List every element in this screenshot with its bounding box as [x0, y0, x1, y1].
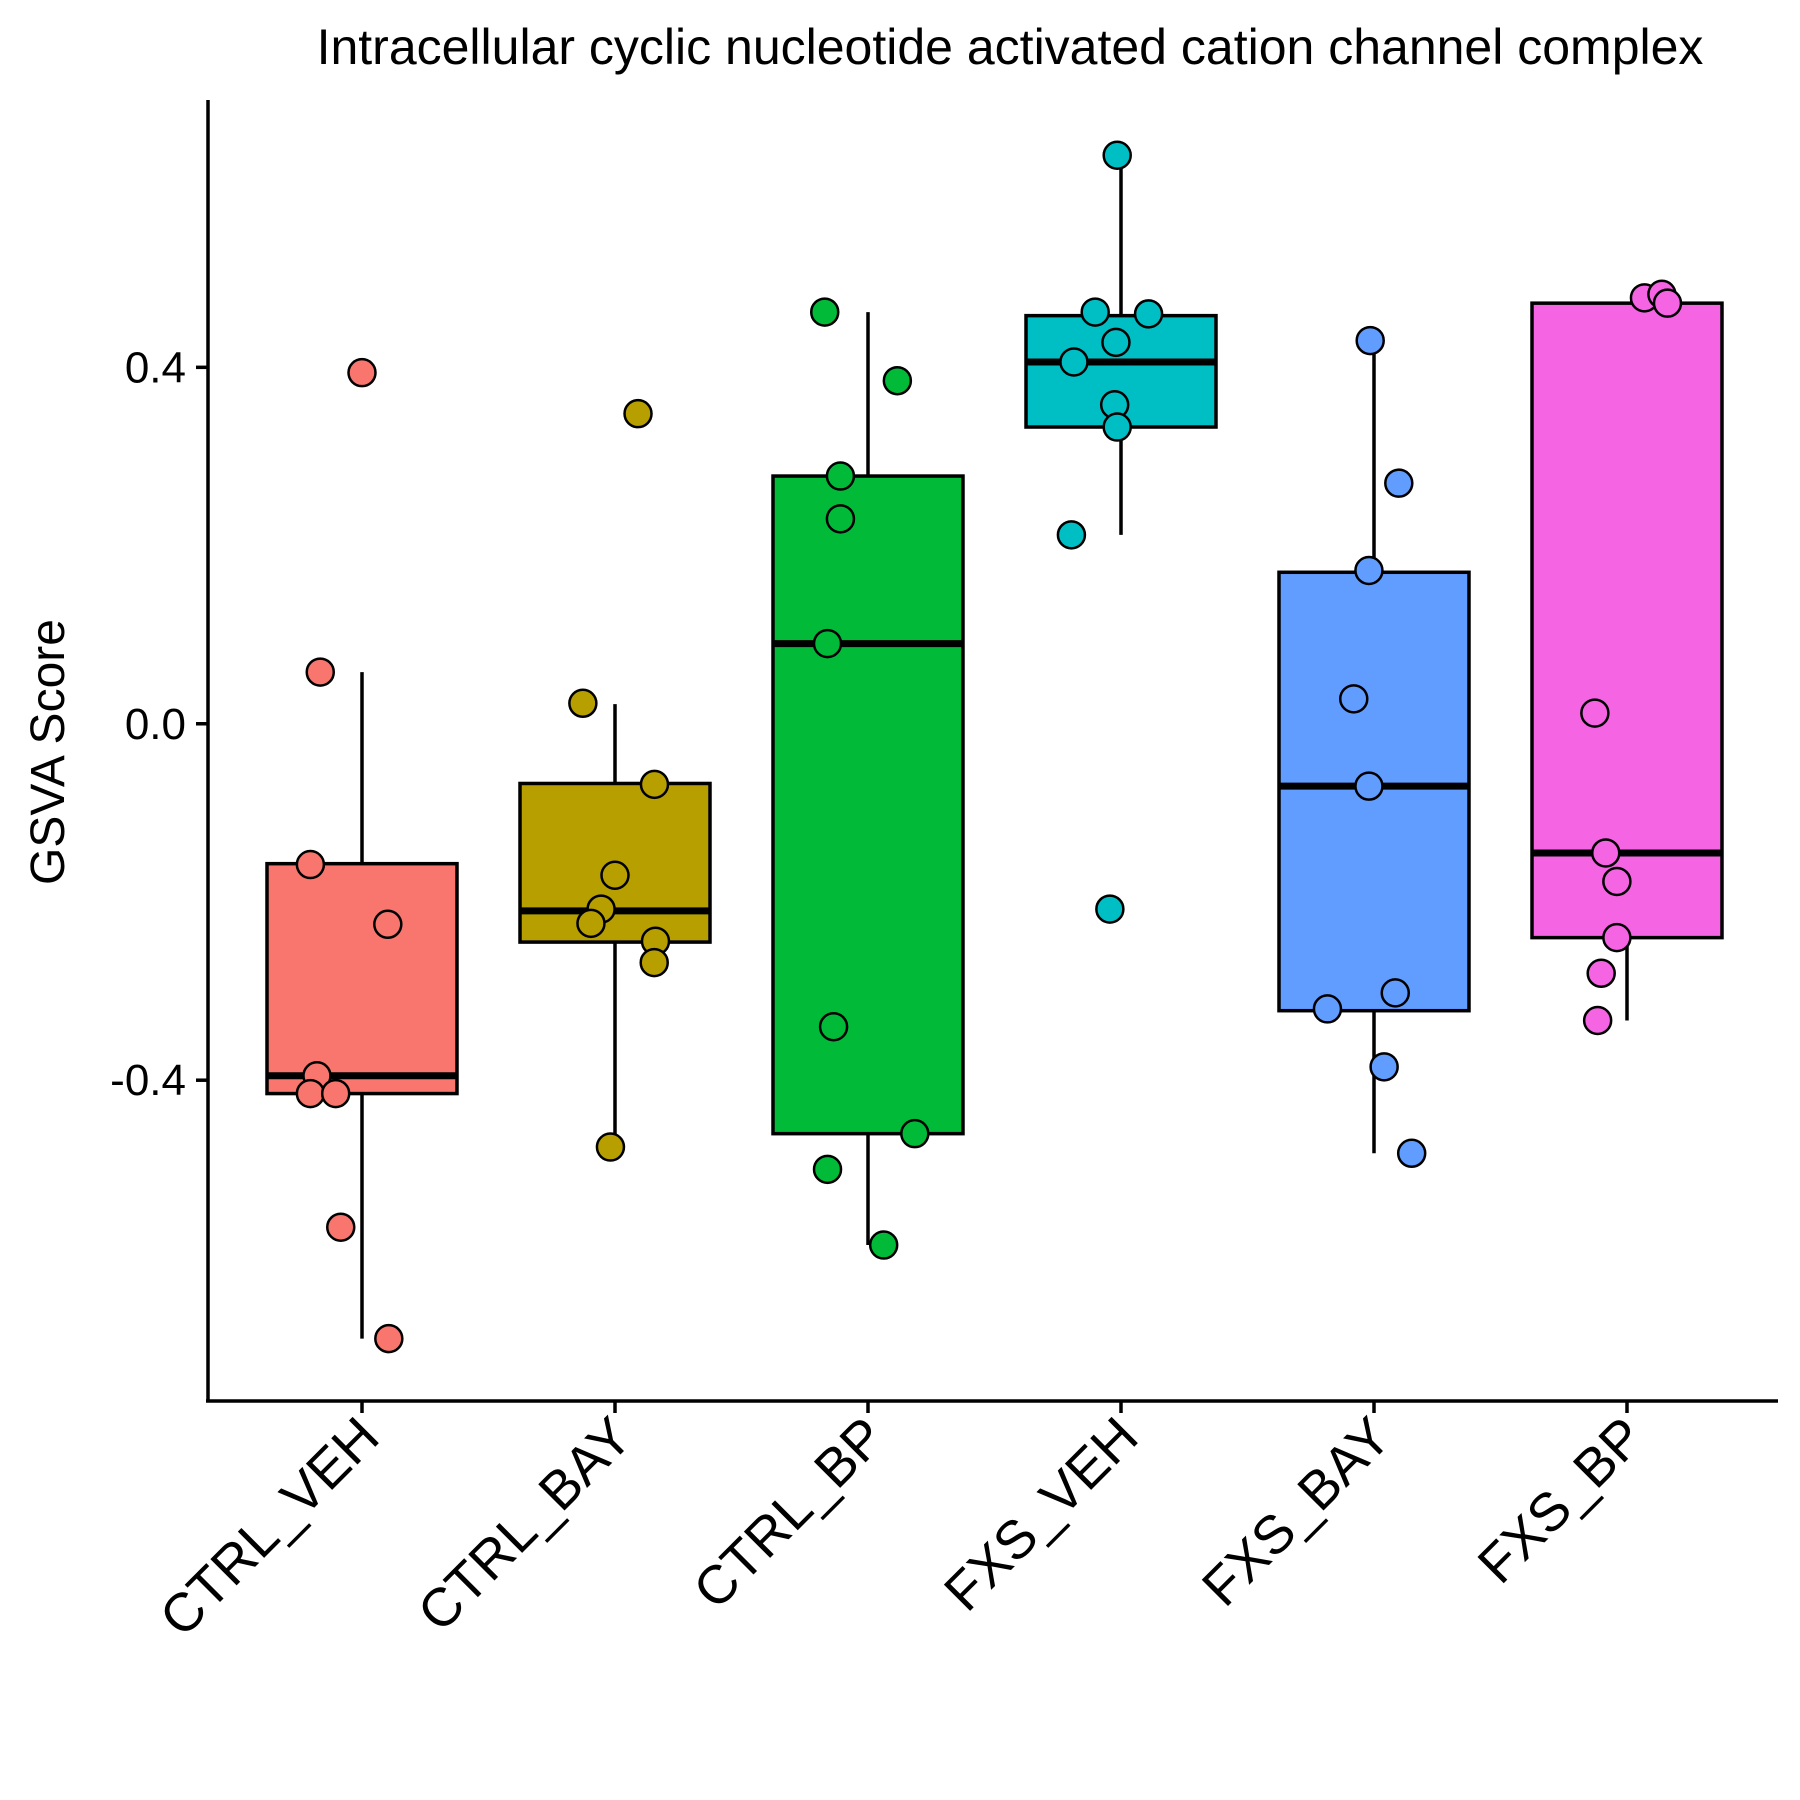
- x-tick-label: FXS_VEH: [933, 1406, 1149, 1622]
- data-point-FXS_VEH: [1102, 140, 1132, 170]
- data-point-FXS_BAY: [1354, 555, 1384, 586]
- data-point-FXS_VEH: [1056, 520, 1087, 550]
- x-axis-ticks: CTRL_VEH CTRL_BAY CTRL_BP FXS_VEH FXS_BAY FXS…: [149, 1401, 1656, 1648]
- data-point-FXS_BAY: [1355, 325, 1385, 356]
- data-point-CTRL_VEH: [325, 1212, 356, 1242]
- y-tick-label: -0.4: [110, 1056, 186, 1105]
- data-points: [295, 140, 1683, 1354]
- data-point-FXS_VEH: [1133, 299, 1164, 329]
- data-point-CTRL_BP: [809, 297, 840, 327]
- x-tick-label: CTRL_BAY: [407, 1406, 644, 1643]
- x-tick-label: CTRL_VEH: [149, 1406, 391, 1648]
- data-point-FXS_BAY: [1354, 771, 1384, 801]
- data-point-FXS_BP: [1590, 838, 1621, 868]
- data-point-CTRL_BAY: [639, 769, 670, 800]
- data-point-FXS_BAY: [1396, 1138, 1427, 1169]
- data-point-CTRL_BP: [900, 1118, 930, 1149]
- y-tick-label: 0.0: [125, 700, 186, 749]
- data-point-CTRL_BP: [825, 461, 856, 491]
- data-point-FXS_BAY: [1312, 994, 1343, 1024]
- box-group-CTRL_VEH: [265, 672, 459, 1339]
- data-point-FXS_BAY: [1384, 468, 1414, 498]
- box: [1530, 301, 1724, 940]
- data-point-FXS_BP: [1586, 958, 1616, 989]
- y-axis-ticks: 0.4 0.0 -0.4: [110, 343, 208, 1105]
- data-point-CTRL_BP: [882, 365, 913, 396]
- box: [771, 474, 965, 1136]
- y-axis-title: GSVA Score: [22, 619, 75, 885]
- data-point-CTRL_BP: [812, 1154, 843, 1185]
- data-point-CTRL_VEH: [305, 657, 336, 687]
- data-point-CTRL_VEH: [374, 1323, 404, 1354]
- box-group-FXS_BP: [1530, 301, 1724, 1021]
- data-point-CTRL_BP: [812, 628, 843, 659]
- data-point-FXS_VEH: [1095, 894, 1125, 924]
- data-point-CTRL_BP: [818, 1011, 849, 1042]
- data-point-FXS_BAY: [1380, 978, 1411, 1008]
- data-point-CTRL_VEH: [347, 357, 377, 388]
- data-point-FXS_VEH: [1080, 297, 1110, 327]
- box-group-CTRL_BP: [771, 312, 965, 1246]
- data-point-FXS_BP: [1580, 698, 1610, 728]
- data-point-CTRL_BP: [825, 504, 856, 534]
- data-point-CTRL_BAY: [623, 398, 653, 429]
- x-tick-label: FXS_BP: [1467, 1406, 1656, 1595]
- y-tick-label: 0.4: [125, 343, 186, 392]
- data-point-CTRL_BAY: [576, 908, 606, 939]
- data-point-CTRL_VEH: [373, 909, 403, 940]
- chart-title: Intracellular cyclic nucleotide activate…: [317, 19, 1704, 75]
- data-point-CTRL_BAY: [639, 947, 669, 978]
- data-point-CTRL_VEH: [295, 1078, 326, 1109]
- data-point-FXS_BAY: [1369, 1052, 1399, 1082]
- data-point-CTRL_BAY: [568, 688, 598, 719]
- data-point-FXS_BP: [1602, 922, 1632, 953]
- boxplot-groups: [265, 155, 1724, 1339]
- box-group-FXS_BAY: [1277, 340, 1471, 1154]
- data-point-CTRL_BAY: [595, 1132, 626, 1162]
- x-tick-label: CTRL_BP: [682, 1406, 896, 1620]
- data-point-CTRL_BP: [868, 1230, 899, 1260]
- data-point-CTRL_VEH: [295, 849, 326, 880]
- data-point-FXS_BAY: [1339, 684, 1369, 714]
- data-point-FXS_BP: [1582, 1005, 1613, 1036]
- data-point-FXS_VEH: [1059, 347, 1089, 377]
- data-point-FXS_BP: [1652, 288, 1683, 318]
- data-point-CTRL_BAY: [600, 860, 630, 891]
- box-group-CTRL_BAY: [518, 704, 712, 1145]
- data-point-FXS_VEH: [1102, 412, 1132, 442]
- box: [265, 861, 459, 1096]
- data-point-FXS_BP: [1602, 866, 1632, 897]
- x-tick-label: FXS_BAY: [1191, 1406, 1403, 1618]
- data-point-FXS_VEH: [1101, 327, 1131, 358]
- data-point-CTRL_VEH: [320, 1078, 351, 1109]
